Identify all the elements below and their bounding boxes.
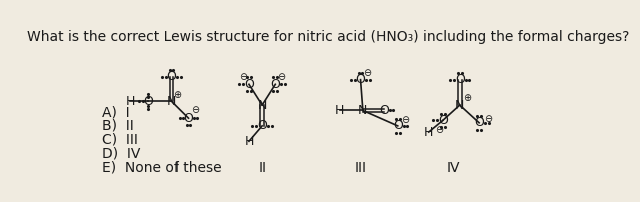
Text: O: O (393, 119, 403, 132)
Text: H: H (244, 135, 253, 148)
Text: O: O (143, 95, 153, 108)
Text: ⊖: ⊖ (363, 68, 371, 78)
Text: N: N (455, 99, 465, 112)
Text: E)  None of these: E) None of these (102, 161, 221, 175)
Text: ⊕: ⊕ (463, 93, 472, 103)
Text: ⊖: ⊖ (484, 114, 493, 124)
Text: O: O (270, 78, 280, 91)
Text: A)  I: A) I (102, 105, 129, 119)
Text: H: H (424, 125, 433, 139)
Text: O: O (257, 119, 267, 132)
Text: O: O (438, 114, 447, 127)
Text: ⊖: ⊖ (435, 125, 443, 135)
Text: I: I (175, 161, 179, 175)
Text: O: O (184, 112, 193, 125)
Text: ⊖: ⊖ (239, 72, 247, 82)
Text: O: O (474, 116, 484, 129)
Text: N: N (358, 104, 367, 117)
Text: D)  IV: D) IV (102, 147, 140, 161)
Text: ⊖: ⊖ (401, 115, 410, 125)
Text: H: H (335, 104, 344, 117)
Text: IV: IV (447, 161, 460, 175)
Text: O: O (455, 73, 465, 86)
Text: ⊖: ⊖ (277, 72, 285, 82)
Text: C)  III: C) III (102, 133, 138, 147)
Text: What is the correct Lewis structure for nitric acid (HNO₃) including the formal : What is the correct Lewis structure for … (27, 30, 629, 44)
Text: N: N (167, 95, 176, 108)
Text: O: O (379, 104, 388, 117)
Text: ⊖: ⊖ (191, 105, 199, 116)
Text: O: O (166, 70, 177, 83)
Text: II: II (258, 161, 266, 175)
Text: ⊕: ⊕ (173, 90, 182, 100)
Text: B)  II: B) II (102, 119, 134, 133)
Text: O: O (244, 78, 254, 91)
Text: III: III (355, 161, 367, 175)
Text: O: O (356, 73, 365, 86)
Text: N: N (257, 99, 267, 112)
Text: H: H (125, 95, 135, 108)
